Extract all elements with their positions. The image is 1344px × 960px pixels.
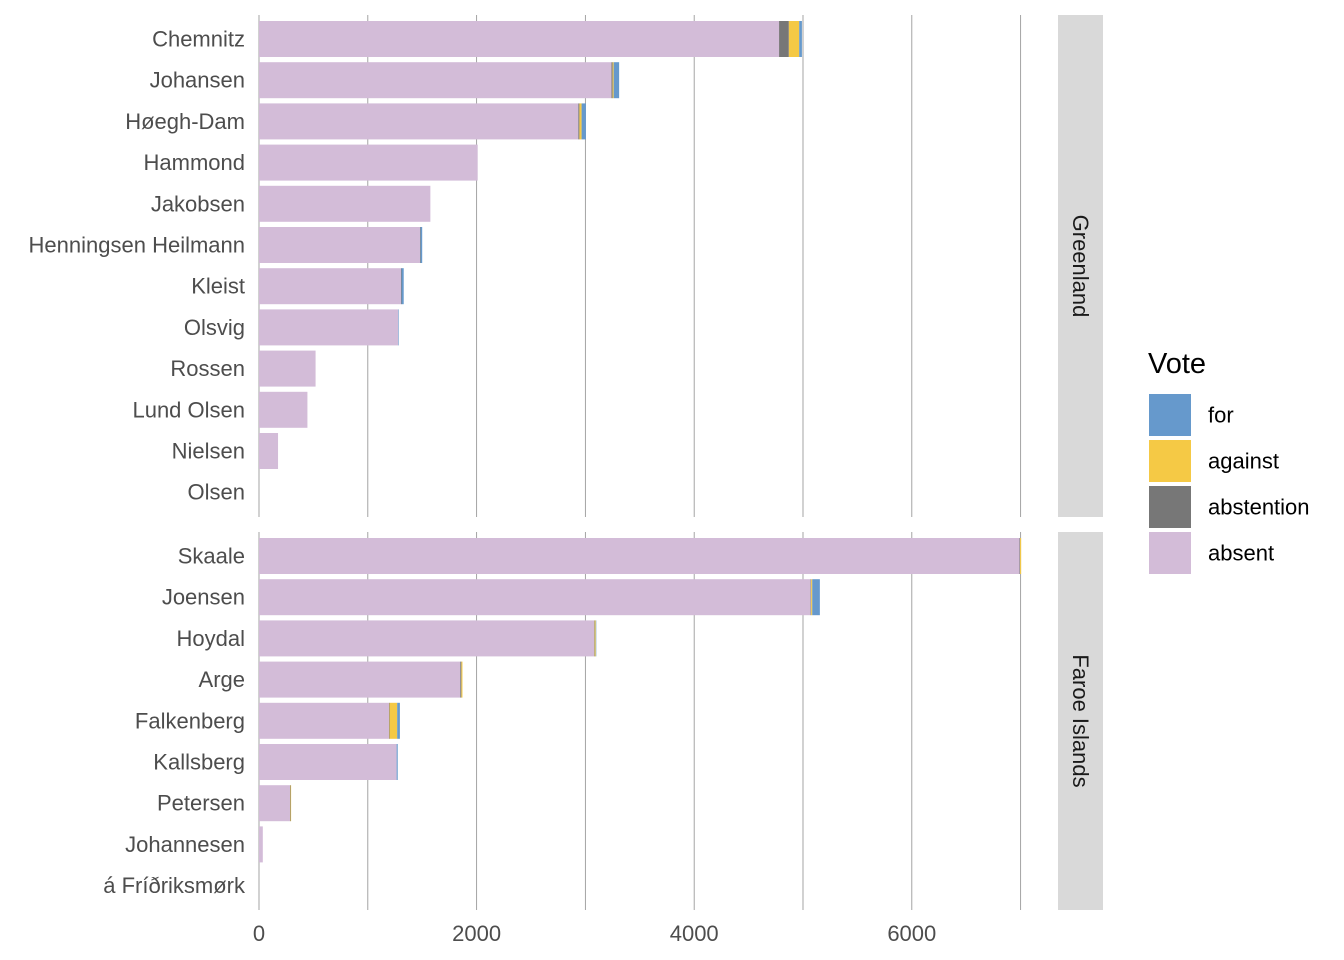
bar-arge-abstention bbox=[460, 661, 462, 698]
bar-nielsen-absent bbox=[259, 433, 279, 469]
category-labels: Chemnitz Johansen Høegh-Dam Hammond Jakobsen… bbox=[29, 27, 246, 899]
category-label-kallsberg: Kallsberg bbox=[153, 750, 245, 775]
bar-skaale-against bbox=[1020, 538, 1022, 574]
bar-johansen-abstention bbox=[611, 62, 613, 99]
x-tick-label: 2000 bbox=[452, 921, 501, 946]
category-label-henningsen-heilmann: Henningsen Heilmann bbox=[29, 233, 245, 258]
bar-h-egh-dam-against bbox=[579, 103, 582, 140]
category-label-johansen: Johansen bbox=[150, 68, 245, 93]
category-label-skaale: Skaale bbox=[178, 544, 245, 569]
category-label-petersen: Petersen bbox=[157, 791, 245, 816]
bar-petersen-absent bbox=[259, 785, 291, 822]
x-axis: 0 2000 4000 6000 bbox=[253, 921, 936, 946]
category-label-a-fri-riksm-rk: á Fríðriksmørk bbox=[103, 873, 246, 898]
strip-greenland bbox=[1058, 15, 1103, 517]
bar-joensen-against bbox=[811, 579, 813, 616]
bar-petersen-against bbox=[290, 785, 292, 822]
bar-chemnitz-for bbox=[799, 21, 802, 57]
bar-hammond-absent bbox=[259, 144, 478, 181]
category-label-hammond: Hammond bbox=[144, 150, 245, 175]
bar-johansen-absent bbox=[259, 62, 612, 99]
bar-petersen-abstention bbox=[290, 785, 291, 822]
legend-key-against bbox=[1149, 440, 1191, 482]
category-label-joensen: Joensen bbox=[162, 585, 245, 610]
legend-label-against: against bbox=[1208, 449, 1279, 474]
bar-chemnitz-absent bbox=[259, 21, 780, 57]
category-label-chemnitz: Chemnitz bbox=[152, 27, 245, 52]
bar-olsvig-absent bbox=[259, 309, 399, 346]
category-label-h-egh-dam: Høegh-Dam bbox=[125, 109, 245, 134]
bar-hoydal-abstention bbox=[594, 620, 595, 657]
legend-key-abstention bbox=[1149, 486, 1191, 528]
bar-henningsen-heilmann-absent bbox=[259, 227, 421, 263]
bar-arge-absent bbox=[259, 661, 461, 698]
bar-joensen-abstention bbox=[810, 579, 812, 616]
bar-kallsberg-for bbox=[396, 744, 398, 780]
category-label-lund-olsen: Lund Olsen bbox=[132, 397, 245, 422]
bar-jakobsen-absent bbox=[259, 185, 431, 222]
legend-key-absent bbox=[1149, 532, 1191, 574]
legend: Vote for against abstention absent bbox=[1148, 348, 1310, 574]
category-label-falkenberg: Falkenberg bbox=[135, 708, 245, 733]
bar-kleist-absent bbox=[259, 268, 401, 305]
category-label-nielsen: Nielsen bbox=[172, 439, 245, 464]
strip-label-faroe-islands: Faroe Islands bbox=[1068, 654, 1093, 787]
bar-falkenberg-absent bbox=[259, 702, 390, 739]
category-label-hoydal: Hoydal bbox=[177, 626, 245, 651]
bar-h-egh-dam-absent bbox=[259, 103, 579, 140]
strip-faroe-islands bbox=[1058, 532, 1103, 910]
category-label-kleist: Kleist bbox=[191, 274, 245, 299]
bar-hoydal-absent bbox=[259, 620, 595, 657]
bar-johannesen-absent bbox=[259, 826, 263, 863]
legend-key-for bbox=[1149, 394, 1191, 436]
category-label-olsvig: Olsvig bbox=[184, 315, 245, 340]
bar-kleist-abstention bbox=[400, 268, 402, 305]
bar-hoydal-for bbox=[595, 620, 597, 657]
bar-lund-olsen-absent bbox=[259, 391, 308, 428]
x-tick-label: 4000 bbox=[670, 921, 719, 946]
bar-rossen-absent bbox=[259, 350, 316, 387]
bar-henningsen-heilmann-for bbox=[420, 227, 423, 263]
bar-skaale-abstention bbox=[1019, 538, 1021, 574]
bar-johansen-against bbox=[612, 62, 614, 99]
category-label-rossen: Rossen bbox=[170, 356, 245, 381]
bar-h-egh-dam-abstention bbox=[578, 103, 580, 140]
category-label-olsen: Olsen bbox=[188, 480, 245, 505]
bar-kallsberg-absent bbox=[259, 744, 397, 780]
facet-strips: Greenland Faroe Islands bbox=[1058, 15, 1103, 910]
category-label-johannesen: Johannesen bbox=[125, 832, 245, 857]
bar-olsvig-for bbox=[398, 309, 399, 346]
bar-henningsen-heilmann-abstention bbox=[420, 227, 421, 263]
bar-hoydal-against bbox=[594, 620, 596, 657]
bar-johansen-for bbox=[613, 62, 620, 99]
category-label-jakobsen: Jakobsen bbox=[151, 191, 245, 216]
bar-chemnitz-abstention bbox=[779, 21, 789, 57]
legend-label-for: for bbox=[1208, 403, 1234, 428]
x-tick-label: 6000 bbox=[887, 921, 936, 946]
bar-arge-against bbox=[461, 661, 463, 698]
bar-falkenberg-abstention bbox=[389, 702, 390, 739]
legend-label-abstention: abstention bbox=[1208, 495, 1310, 520]
bar-chemnitz-against bbox=[788, 21, 800, 57]
bar-kleist-for bbox=[401, 268, 404, 305]
strip-label-greenland: Greenland bbox=[1068, 215, 1093, 318]
bar-h-egh-dam-for bbox=[581, 103, 586, 140]
x-tick-label: 0 bbox=[253, 921, 265, 946]
legend-title: Vote bbox=[1148, 348, 1206, 380]
bar-falkenberg-against bbox=[389, 702, 398, 739]
bar-joensen-absent bbox=[259, 579, 811, 616]
category-label-arge: Arge bbox=[199, 667, 245, 692]
bars bbox=[259, 21, 1022, 863]
bar-joensen-for bbox=[812, 579, 820, 616]
legend-label-absent: absent bbox=[1208, 541, 1274, 566]
bar-falkenberg-for bbox=[397, 702, 400, 739]
bar-skaale-absent bbox=[259, 538, 1020, 574]
